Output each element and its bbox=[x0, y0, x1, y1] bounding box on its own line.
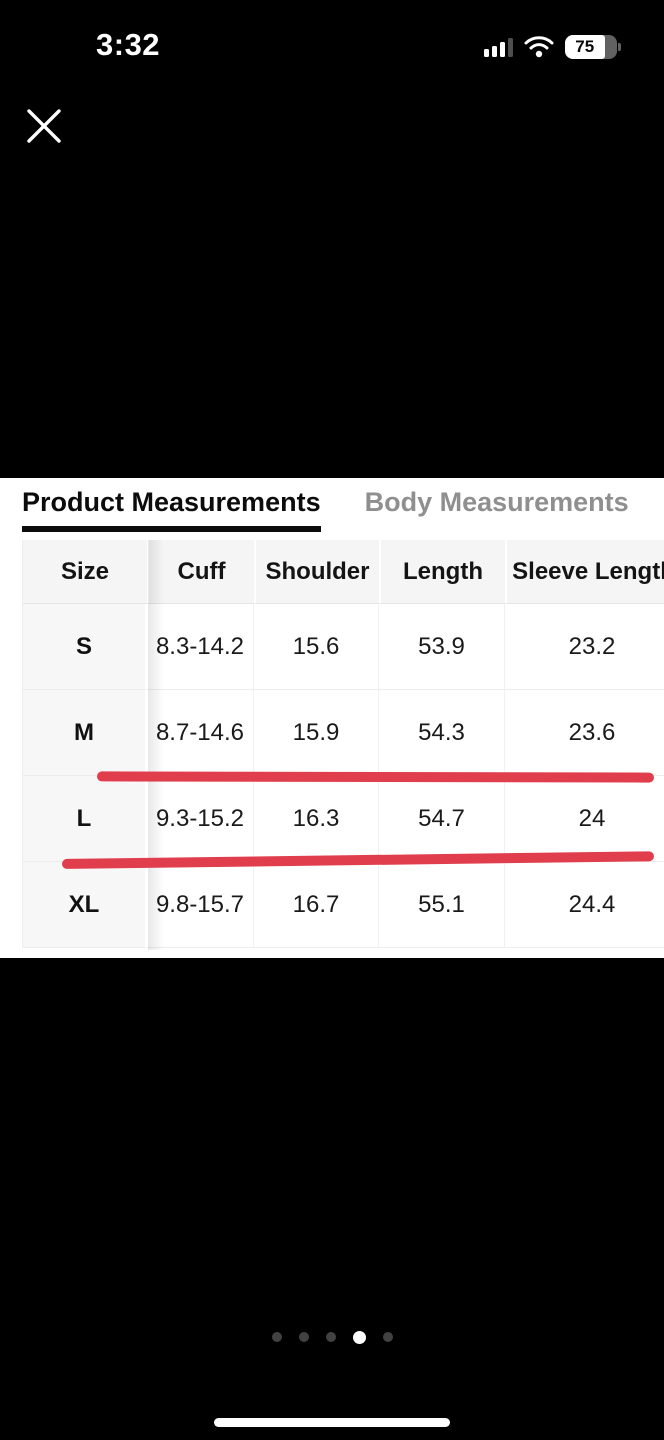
cuff-cell: 8.7-14.6 bbox=[147, 690, 254, 776]
length-cell: 55.1 bbox=[379, 862, 505, 948]
measurement-tabs: Product Measurements Body Measurements bbox=[22, 486, 629, 532]
pagination-dots bbox=[0, 1329, 664, 1345]
size-table: Size Cuff Shoulder Length Sleeve Length … bbox=[22, 540, 664, 948]
wifi-icon bbox=[524, 36, 554, 58]
column-header-size: Size bbox=[23, 540, 147, 604]
length-cell: 54.3 bbox=[379, 690, 505, 776]
status-bar-right: 75 bbox=[484, 33, 621, 61]
pagination-dot-1[interactable] bbox=[271, 1332, 282, 1342]
cuff-cell: 9.3-15.2 bbox=[147, 776, 254, 862]
tab-body-measurements[interactable]: Body Measurements bbox=[364, 487, 629, 517]
home-indicator[interactable] bbox=[214, 1418, 450, 1427]
close-button[interactable] bbox=[22, 104, 66, 148]
column-header-length: Length bbox=[379, 540, 505, 604]
battery-tip bbox=[618, 43, 621, 51]
pagination-dot-3[interactable] bbox=[325, 1332, 336, 1342]
length-cell: 53.9 bbox=[379, 604, 505, 690]
sleeve-length-cell: 24.4 bbox=[505, 862, 664, 948]
size-cell: L bbox=[23, 776, 147, 862]
column-header-cuff: Cuff bbox=[147, 540, 254, 604]
size-cell: M bbox=[23, 690, 147, 776]
annotation-line-upper bbox=[96, 771, 655, 783]
battery-percent-label: 75 bbox=[575, 37, 595, 56]
column-header-sleeve-length: Sleeve Length bbox=[505, 540, 664, 604]
close-icon bbox=[27, 109, 61, 143]
sleeve-length-cell: 24 bbox=[505, 776, 664, 862]
sleeve-length-cell: 23.6 bbox=[505, 690, 664, 776]
battery-icon: 75 bbox=[565, 35, 621, 59]
pagination-dot-2[interactable] bbox=[298, 1332, 309, 1342]
size-cell: S bbox=[23, 604, 147, 690]
battery-fill bbox=[565, 35, 605, 59]
cuff-cell: 8.3-14.2 bbox=[147, 604, 254, 690]
pagination-dot-5[interactable] bbox=[382, 1332, 393, 1342]
status-bar: 3:32 75 bbox=[0, 0, 664, 90]
column-header-shoulder: Shoulder bbox=[254, 540, 379, 604]
cellular-signal-icon bbox=[484, 37, 513, 57]
shoulder-cell: 15.9 bbox=[254, 690, 379, 776]
measurements-sheet: Product Measurements Body Measurements S… bbox=[0, 478, 664, 958]
length-cell: 54.7 bbox=[379, 776, 505, 862]
cuff-cell: 9.8-15.7 bbox=[147, 862, 254, 948]
clock-label: 3:32 bbox=[96, 27, 161, 62]
size-table-scroll-area[interactable]: Size Cuff Shoulder Length Sleeve Length … bbox=[22, 540, 664, 950]
pagination-dot-4[interactable] bbox=[352, 1330, 366, 1344]
size-cell: XL bbox=[23, 862, 147, 948]
shoulder-cell: 16.3 bbox=[254, 776, 379, 862]
sleeve-length-cell: 23.2 bbox=[505, 604, 664, 690]
tab-product-measurements[interactable]: Product Measurements bbox=[22, 486, 321, 532]
shoulder-cell: 16.7 bbox=[254, 862, 379, 948]
shoulder-cell: 15.6 bbox=[254, 604, 379, 690]
